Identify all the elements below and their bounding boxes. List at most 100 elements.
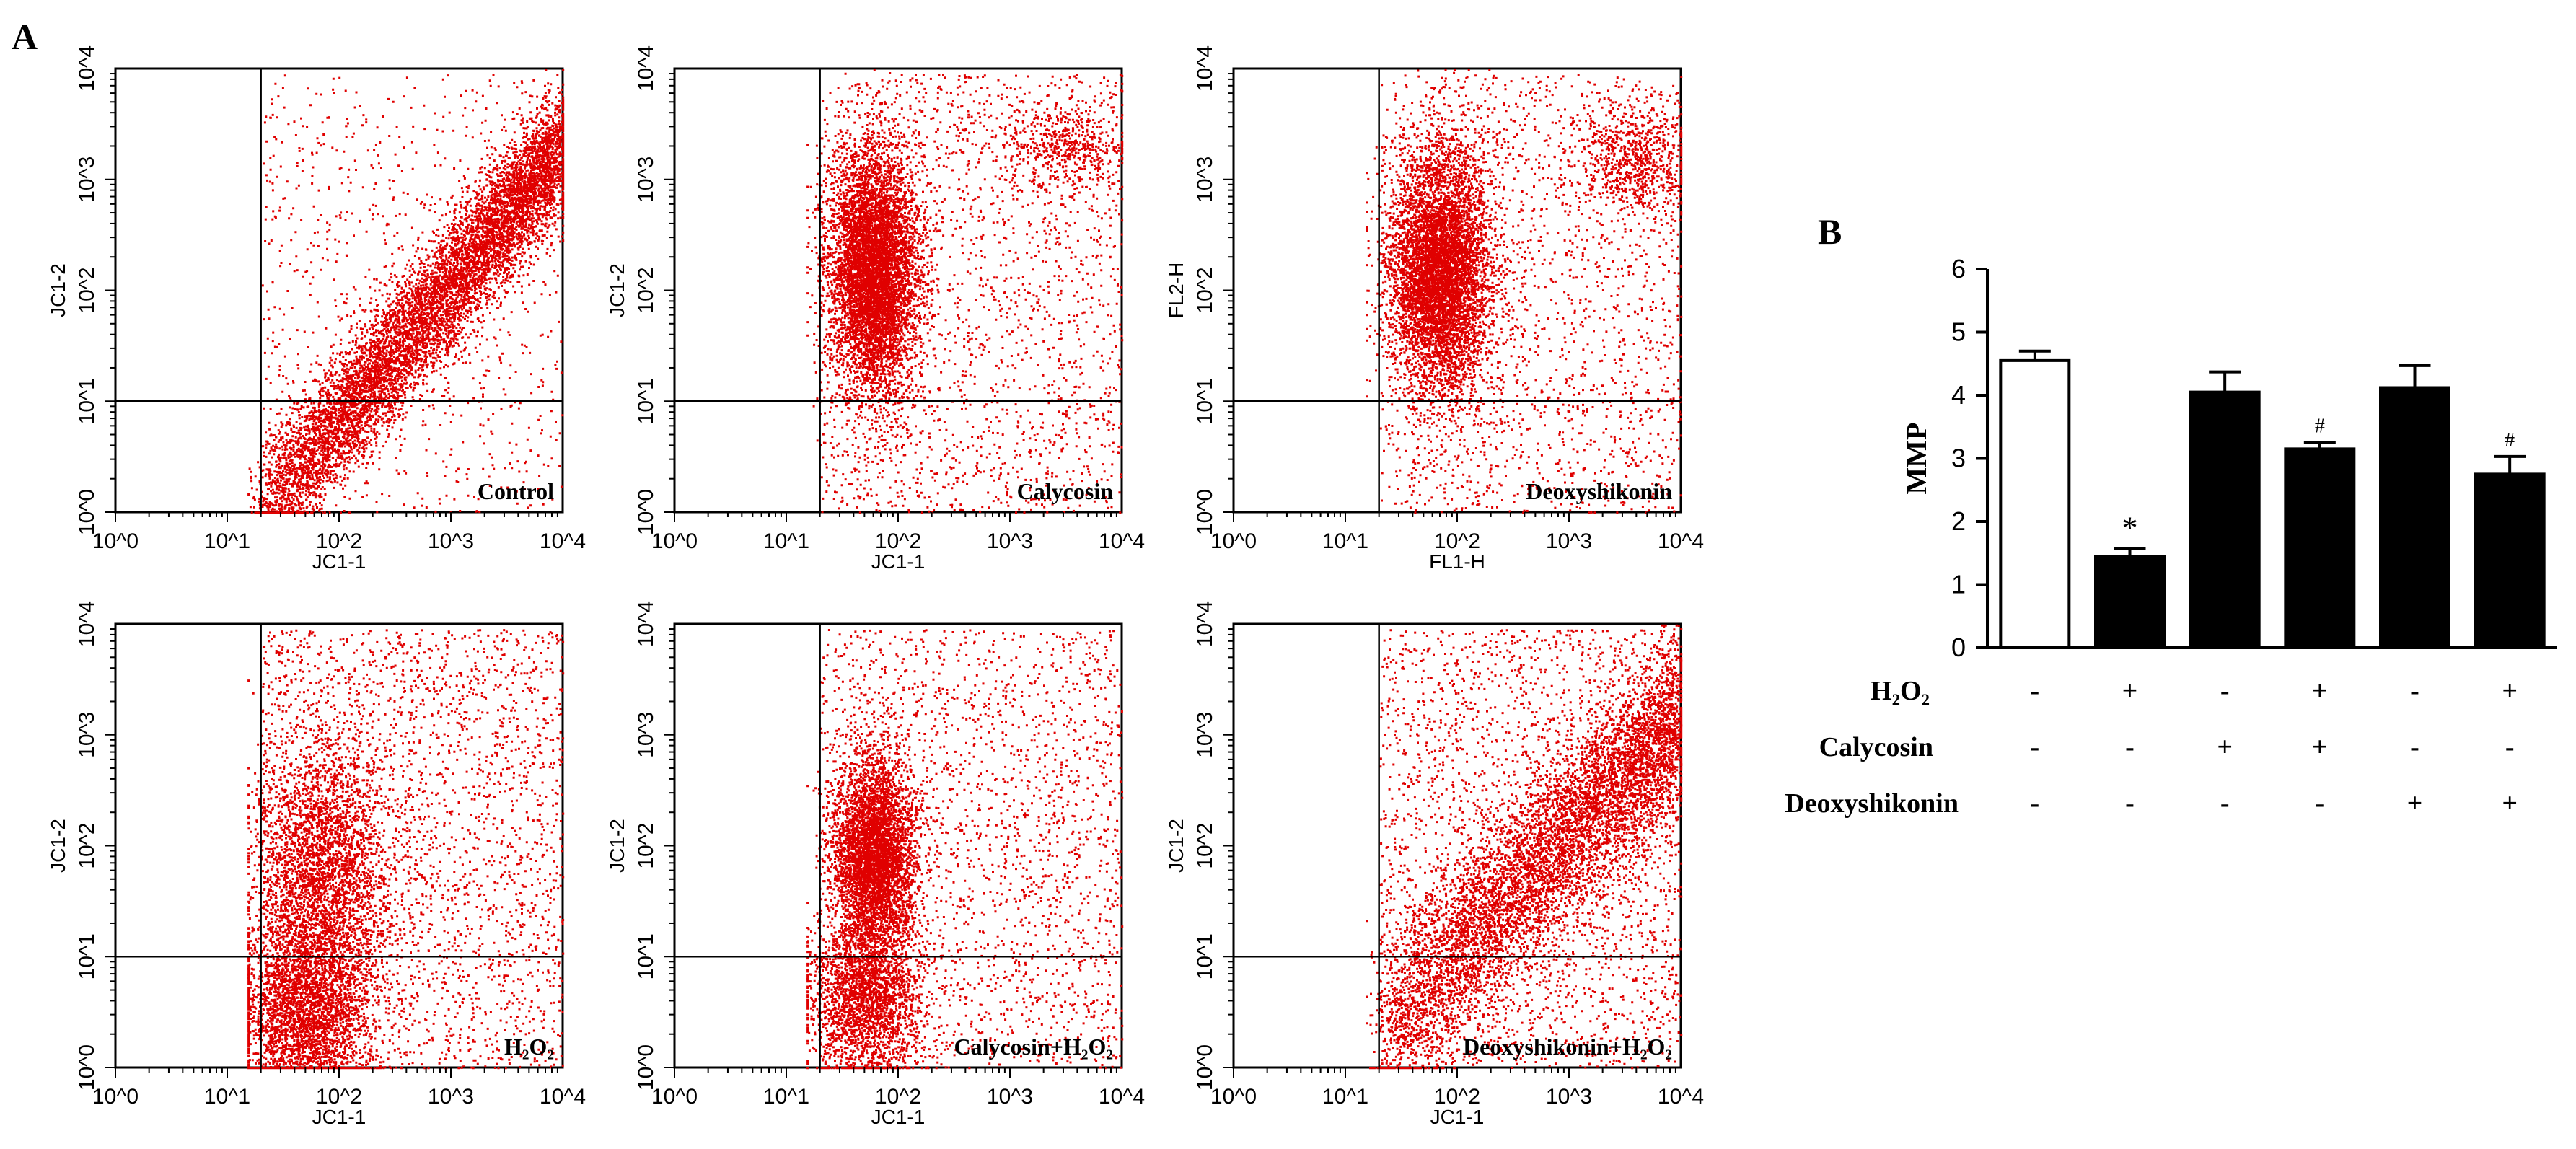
treatment-state: +	[2502, 676, 2518, 706]
y-tick-label: 10^4	[1193, 601, 1217, 647]
y-tick-label: 10^2	[1193, 822, 1217, 868]
bar-1	[1999, 358, 2071, 649]
sample-title: Deoxyshikonin	[1526, 478, 1672, 504]
scatter-plot-deoxyshikonin: 10^010^0 10^1 10^1 10^2 10^2 10^3 10^3 10^4 10^4…	[1165, 45, 1704, 573]
x-tick-label: 10^2	[316, 529, 362, 553]
y-axis-label: JC1-2	[47, 263, 69, 317]
event-population-2	[806, 871, 957, 1070]
y-tick-label: 4	[1951, 380, 1966, 410]
treatment-label: H₂O₂	[1871, 676, 1930, 706]
y-tick-label: 0	[1951, 633, 1966, 662]
x-tick-label: 10^1	[763, 529, 809, 553]
x-tick-label: 10^4	[540, 529, 586, 553]
y-tick-label: 10^2	[1193, 267, 1217, 313]
sample-title: Calycosin	[1017, 478, 1114, 504]
treatment-state: +	[2407, 788, 2423, 819]
x-tick-label: 10^0	[1210, 1085, 1257, 1109]
y-tick-label: 10^2	[634, 822, 658, 868]
event-population-1	[806, 697, 947, 1026]
y-tick-label: 10^2	[75, 267, 99, 313]
sample-title: Calycosin+H₂O₂	[954, 1034, 1113, 1060]
event-population-3	[819, 629, 1124, 1070]
x-tick-label: 10^2	[875, 1085, 921, 1109]
scatter-plot-calycosin: 10^010^0 10^1 10^1 10^2 10^2 10^3 10^3 10^4 10^4…	[606, 45, 1145, 573]
x-tick-label: 10^0	[651, 529, 698, 553]
x-tick-label: 10^3	[987, 529, 1033, 553]
y-tick-label: 10^1	[1193, 378, 1217, 424]
y-tick-label: 10^2	[634, 267, 658, 313]
y-tick-label: 10^3	[75, 712, 99, 758]
treatment-state: +	[2312, 732, 2328, 762]
significance-mark: #	[2315, 415, 2325, 438]
y-tick-label: 10^4	[1193, 45, 1217, 92]
mmp-bar-chart: 0 1 2 3 4 5 6 MMP * # # H₂O₂ - + - + - + Calycosin - - + + - - De…	[1785, 254, 2557, 819]
bar-5	[2379, 386, 2450, 649]
x-tick-label: 10^1	[204, 529, 250, 553]
flow-cytometry-plots: 10^0 10^0 10^1 10^1 10^2 10^2 10^3 10^3 10^4 10^4…	[47, 45, 1704, 1128]
x-tick-label: 10^0	[92, 1085, 139, 1109]
x-tick-label: 10^1	[204, 1085, 250, 1109]
x-tick-label: 10^3	[1546, 529, 1592, 553]
bar-2	[2094, 555, 2166, 649]
bar-6	[2474, 472, 2546, 649]
x-tick-label: 10^1	[763, 1085, 809, 1109]
treatment-state: -	[2410, 676, 2419, 706]
sample-title: Control	[478, 478, 554, 504]
x-tick-label: 10^4	[540, 1085, 586, 1109]
x-tick-label: 10^0	[1210, 529, 1257, 553]
y-tick-label: 10^3	[1193, 712, 1217, 758]
y-tick-label: 10^3	[75, 157, 99, 203]
y-axis-label: FL2-H	[1165, 263, 1187, 319]
y-tick-label: 10^3	[1193, 157, 1217, 203]
treatment-label: Deoxyshikonin	[1785, 788, 1959, 819]
y-axis-label: JC1-2	[1165, 819, 1187, 873]
scatter-plot-h2o2: 10^010^0 10^1 10^1 10^2 10^2 10^3 10^3 10^4 10^4…	[47, 601, 586, 1128]
y-tick-label: 10^1	[75, 378, 99, 424]
treatment-state: +	[2502, 788, 2518, 819]
scatter-plot-control: 10^010^0 10^1 10^1 10^2 10^2 10^3 10^3 10^4 10^4…	[47, 45, 586, 573]
plot-frame	[1232, 622, 1682, 1069]
x-tick-label: 10^3	[987, 1085, 1033, 1109]
event-population-1	[247, 840, 447, 1070]
y-tick-label: 3	[1951, 444, 1966, 473]
y-axis-label: MMP	[1900, 423, 1933, 495]
treatment-state: +	[2122, 676, 2138, 706]
scatter-plot-deoxyshikonin-h2o2: 10^010^0 10^1 10^1 10^2 10^2 10^3 10^3 10^4 10^4…	[1165, 601, 1704, 1128]
y-tick-label: 6	[1951, 254, 1966, 283]
y-tick-label: 2	[1951, 506, 1966, 536]
y-tick-label: 10^4	[634, 601, 658, 647]
significance-mark: #	[2505, 429, 2515, 452]
treatment-state: +	[2312, 676, 2328, 706]
event-dots	[247, 629, 565, 1070]
treatment-state: -	[2125, 732, 2135, 762]
x-tick-label: 10^4	[1099, 1085, 1145, 1109]
treatment-state: -	[2031, 732, 2040, 762]
scatter-plot-calycosin-h2o2: 10^010^0 10^1 10^1 10^2 10^2 10^3 10^3 10^4 10^4…	[606, 601, 1145, 1128]
event-population-2	[1542, 76, 1683, 233]
event-dots	[806, 69, 1124, 514]
y-tick-label: 10^4	[75, 601, 99, 647]
x-tick-label: 10^1	[1322, 529, 1368, 553]
x-tick-label: 10^4	[1658, 529, 1704, 553]
y-tick-label: 10^3	[634, 157, 658, 203]
treatment-state: -	[2031, 788, 2040, 819]
x-tick-label: 10^4	[1658, 1085, 1704, 1109]
y-axis-label: JC1-2	[606, 819, 628, 873]
panel-label-a: A	[12, 17, 38, 57]
event-population-1	[1366, 69, 1549, 485]
x-tick-label: 10^2	[1434, 529, 1480, 553]
event-dots	[1366, 69, 1683, 514]
event-population-3	[260, 629, 565, 1070]
y-tick-label: 1	[1951, 570, 1966, 599]
y-tick-label: 10^0	[75, 489, 99, 535]
x-tick-label: 10^2	[1434, 1085, 1480, 1109]
event-population-2	[1379, 629, 1683, 1070]
bar-4	[2284, 447, 2356, 649]
y-tick-label: 10^2	[75, 822, 99, 868]
x-axis-label: JC1-1	[312, 550, 366, 573]
event-dots	[247, 69, 565, 514]
significance-mark: *	[2122, 511, 2138, 546]
y-tick-label: 10^0	[634, 1044, 658, 1091]
event-population-1	[247, 69, 565, 514]
